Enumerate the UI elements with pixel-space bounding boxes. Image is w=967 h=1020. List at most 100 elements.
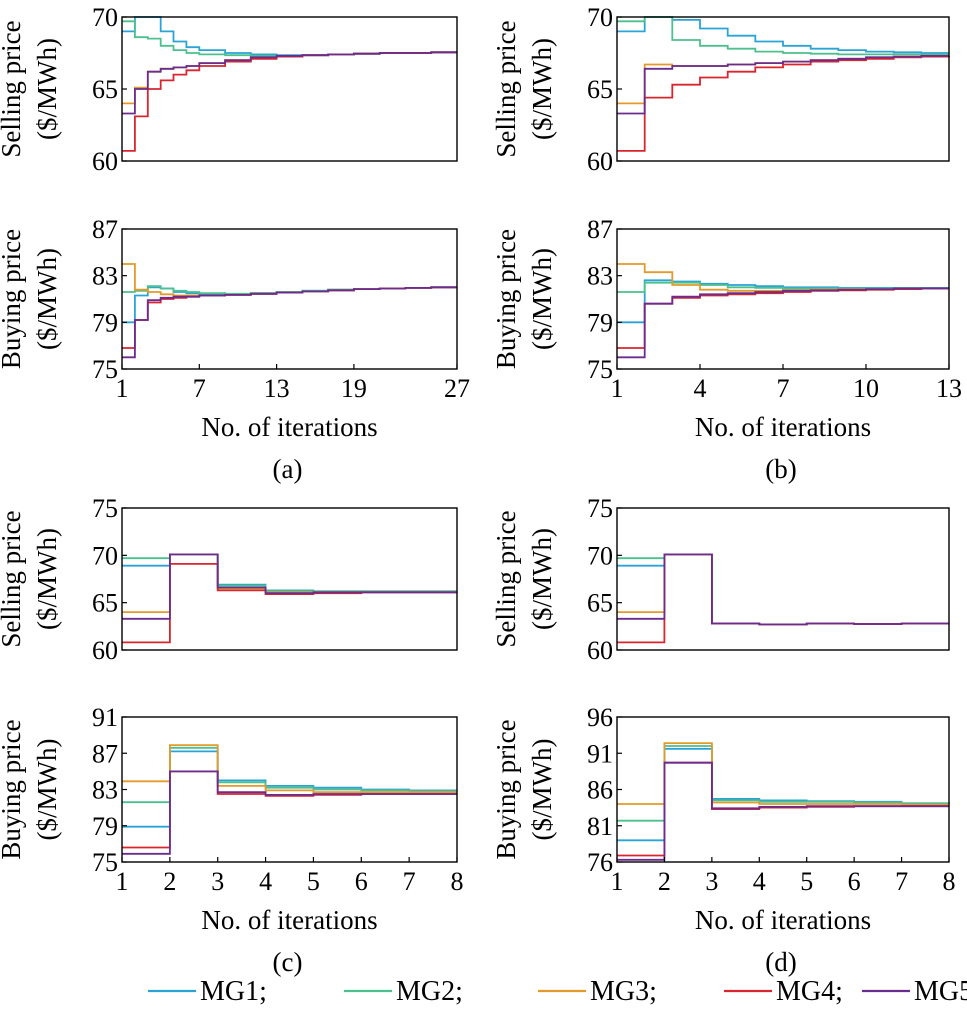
y-tick-label: 91 [92,703,118,732]
x-tick-label: 1 [611,867,624,896]
plot-frame [616,228,950,370]
y-tick-label: 83 [92,262,118,291]
series-line-mg1 [122,16,457,57]
legend: MG1; MG2; MG3; MG4; MG5 [148,976,967,1007]
y-tick-label: 60 [587,636,613,665]
y-axis-label: ($/MWh) [527,248,557,350]
y-tick-label: 75 [92,494,118,523]
x-tick-label: 7 [193,374,206,403]
y-axis-label: ($/MWh) [527,528,557,630]
series-line-mg3 [617,553,949,626]
series-line-mg4 [617,553,949,644]
x-tick-label: 2 [163,867,176,896]
y-tick-label: 70 [92,541,118,570]
plot-frame [121,16,458,162]
series-line-mg5 [617,55,949,115]
y-tick-label: 70 [587,541,613,570]
y-tick-label: 65 [587,589,613,618]
y-tick-label: 81 [587,812,613,841]
x-tick-label: 7 [895,867,908,896]
series-line-mg5 [617,553,949,626]
x-tick-label: 7 [403,867,416,896]
series-line-mg1 [617,553,949,626]
x-tick-label: 7 [777,374,790,403]
series-line-mg3 [617,742,949,806]
y-tick-label: 87 [587,215,613,244]
series-line-mg2 [617,745,950,822]
x-tick-label: 13 [264,374,290,403]
y-tick-label: 65 [92,75,118,104]
y-axis-label: Selling price [0,20,26,157]
x-tick-label: 4 [694,374,707,403]
y-tick-label: 60 [92,147,118,176]
series-line-mg1 [617,16,949,54]
chart-c-sell: 60 65 70 75 Selling price ($/MWh) [0,494,458,665]
legend-label: MG3; [590,976,657,1007]
series-line-mg4 [122,286,457,349]
series-line-mg1 [122,553,457,593]
y-tick-label: 60 [92,636,118,665]
y-axis-label: ($/MWh) [32,528,62,630]
series-line-mg4 [617,55,950,152]
series-line-mg2 [122,553,457,593]
x-tick-label: 6 [355,867,368,896]
chart-b-buy: 75 79 83 87 1 4 7 10 13 Buying price ($/MWh) No. of… [491,215,962,484]
chart-d-sell: 60 65 70 75 Selling price ($/MWh) [491,494,950,665]
series-line-mg5 [122,286,457,359]
legend-label: MG1; [200,976,267,1007]
series-line-mg5 [122,770,457,855]
y-tick-label: 65 [92,589,118,618]
series-line-mg5 [122,553,457,620]
y-tick-label: 60 [587,147,613,176]
legend-label: MG4; [776,976,843,1007]
x-tick-label: 6 [848,867,861,896]
y-tick-label: 65 [587,75,613,104]
y-tick-label: 76 [587,848,613,877]
x-tick-label: 19 [341,374,367,403]
x-tick-label: 4 [753,867,766,896]
series-line-mg5 [617,761,949,861]
y-tick-label: 75 [587,355,613,384]
x-tick-label: 27 [444,374,470,403]
chart-b-sell: 60 65 70 Selling price ($/MWh) [491,3,950,176]
y-tick-label: 79 [92,308,118,337]
y-tick-label: 75 [92,355,118,384]
series-line-mg2 [122,20,457,57]
y-axis-label: ($/MWh) [527,38,557,140]
x-tick-label: 1 [116,374,129,403]
subfigure-caption: (c) [273,947,303,977]
subfigure-caption: (a) [273,454,303,484]
y-axis-label: ($/MWh) [32,38,62,140]
legend-label: MG5 [914,976,967,1007]
x-tick-label: 3 [705,867,718,896]
series-line-mg1 [122,750,457,828]
series-line-mg4 [122,563,457,644]
series-line-mg3 [122,744,457,794]
plot-frame [616,716,950,863]
x-tick-label: 2 [658,867,671,896]
series-line-mg4 [617,287,949,349]
plot-frame [616,16,950,162]
y-tick-label: 79 [587,308,613,337]
x-axis-label: No. of iterations [695,905,871,935]
x-axis-label: No. of iterations [201,905,377,935]
series-line-mg3 [122,263,457,297]
x-tick-label: 1 [611,374,624,403]
y-tick-label: 87 [92,739,118,768]
y-axis-label: Buying price [0,229,26,369]
series-line-mg1 [617,279,949,324]
x-tick-label: 1 [116,867,129,896]
series-line-mg4 [617,761,949,857]
x-axis-label: No. of iterations [695,412,871,442]
x-tick-label: 8 [451,867,464,896]
x-tick-label: 3 [211,867,224,896]
y-tick-label: 91 [587,739,613,768]
series-line-mg2 [617,553,949,626]
y-tick-label: 96 [587,703,613,732]
y-axis-label: Selling price [0,510,26,647]
series-line-mg4 [122,770,457,849]
y-tick-label: 86 [587,776,613,805]
y-tick-label: 75 [92,848,118,877]
y-axis-label: ($/MWh) [32,248,62,350]
